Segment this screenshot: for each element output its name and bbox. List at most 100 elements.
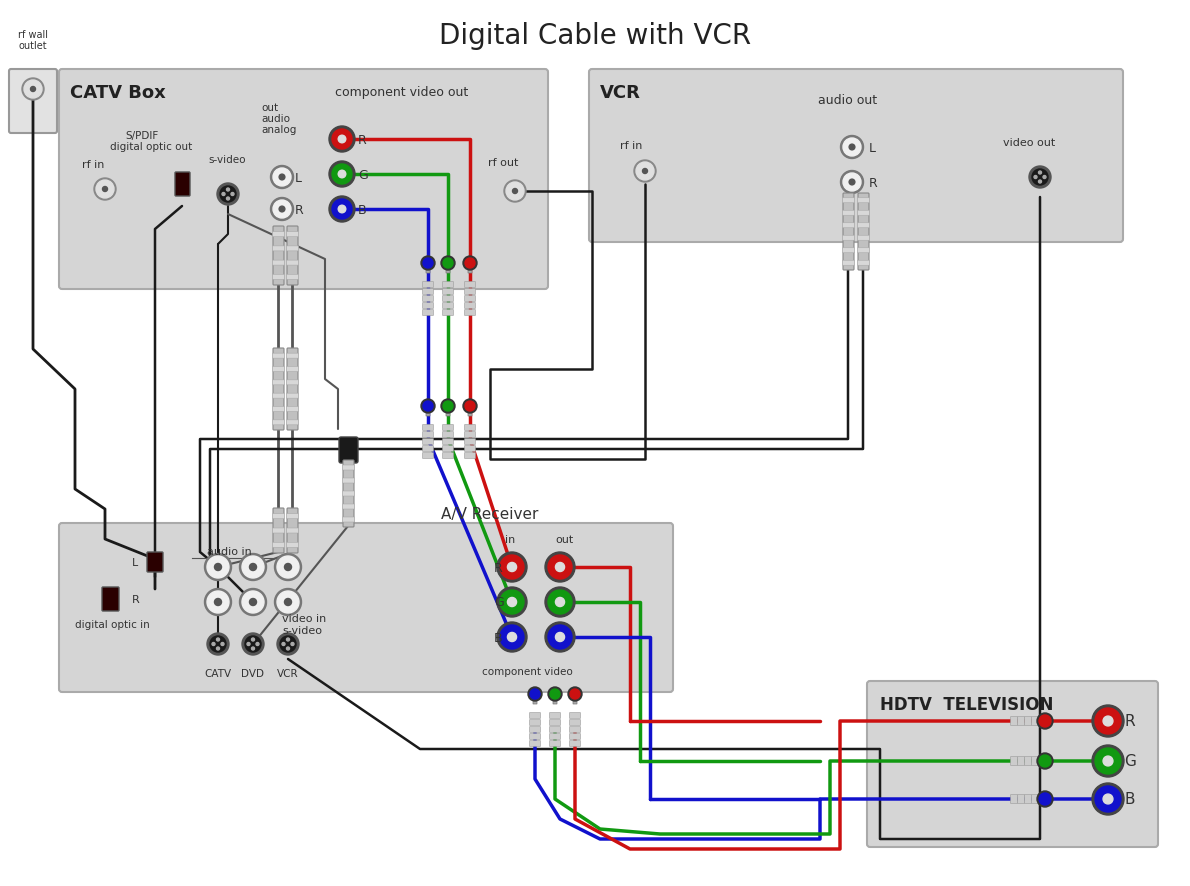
Circle shape [843, 139, 862, 157]
Circle shape [94, 179, 115, 201]
FancyBboxPatch shape [287, 348, 298, 431]
Circle shape [549, 590, 572, 614]
Text: component video out: component video out [336, 85, 468, 98]
Text: out: out [261, 103, 278, 113]
FancyBboxPatch shape [339, 438, 358, 463]
Circle shape [500, 590, 524, 614]
FancyBboxPatch shape [1010, 757, 1017, 766]
Text: video out: video out [1003, 138, 1056, 148]
Circle shape [275, 554, 301, 581]
Circle shape [284, 563, 292, 571]
FancyBboxPatch shape [464, 282, 476, 288]
Circle shape [1039, 755, 1051, 767]
Circle shape [273, 201, 292, 219]
FancyBboxPatch shape [287, 509, 298, 554]
Circle shape [24, 81, 42, 99]
FancyBboxPatch shape [570, 741, 581, 747]
FancyBboxPatch shape [273, 509, 284, 554]
FancyBboxPatch shape [1032, 757, 1039, 766]
Text: CATV Box: CATV Box [70, 84, 165, 102]
FancyBboxPatch shape [570, 712, 581, 719]
Circle shape [231, 193, 234, 197]
Text: R: R [494, 561, 502, 574]
FancyBboxPatch shape [550, 712, 560, 719]
FancyBboxPatch shape [60, 70, 549, 290]
Circle shape [528, 688, 541, 701]
Text: audio out: audio out [818, 93, 877, 106]
FancyBboxPatch shape [1010, 717, 1017, 726]
Text: CATV: CATV [205, 668, 232, 679]
Circle shape [422, 259, 433, 268]
FancyBboxPatch shape [464, 439, 476, 445]
FancyBboxPatch shape [464, 425, 476, 431]
FancyBboxPatch shape [843, 194, 854, 271]
FancyBboxPatch shape [443, 432, 453, 438]
Circle shape [280, 207, 284, 213]
FancyBboxPatch shape [464, 303, 476, 309]
FancyBboxPatch shape [422, 303, 433, 309]
Circle shape [506, 183, 524, 201]
FancyBboxPatch shape [533, 696, 537, 704]
FancyBboxPatch shape [858, 223, 870, 229]
Circle shape [1036, 791, 1053, 807]
Circle shape [1042, 176, 1046, 179]
Circle shape [270, 198, 294, 222]
Circle shape [1092, 705, 1125, 737]
FancyBboxPatch shape [60, 524, 674, 692]
FancyBboxPatch shape [273, 514, 284, 519]
Circle shape [635, 163, 654, 181]
Text: HDTV  TELEVISION: HDTV TELEVISION [879, 696, 1053, 713]
Circle shape [292, 642, 294, 646]
Circle shape [850, 180, 854, 186]
Circle shape [840, 171, 864, 194]
Circle shape [239, 554, 267, 581]
Circle shape [328, 162, 355, 188]
Circle shape [214, 599, 221, 606]
FancyBboxPatch shape [1032, 795, 1039, 804]
Circle shape [217, 638, 219, 641]
FancyBboxPatch shape [343, 461, 353, 527]
FancyBboxPatch shape [343, 465, 355, 470]
FancyBboxPatch shape [550, 719, 560, 726]
Circle shape [217, 648, 219, 650]
Circle shape [443, 401, 453, 411]
FancyBboxPatch shape [426, 408, 430, 416]
FancyBboxPatch shape [422, 453, 433, 459]
FancyBboxPatch shape [443, 446, 453, 452]
Circle shape [96, 181, 114, 198]
Circle shape [568, 688, 582, 701]
FancyBboxPatch shape [273, 246, 284, 252]
FancyBboxPatch shape [287, 246, 299, 252]
Circle shape [556, 633, 564, 641]
FancyBboxPatch shape [464, 310, 476, 316]
Text: L: L [295, 171, 302, 184]
Text: digital optic in: digital optic in [75, 619, 150, 629]
FancyBboxPatch shape [868, 681, 1158, 847]
FancyBboxPatch shape [10, 70, 57, 134]
Text: rf in: rf in [620, 141, 643, 151]
FancyBboxPatch shape [858, 198, 870, 204]
FancyBboxPatch shape [287, 227, 298, 285]
FancyBboxPatch shape [843, 236, 854, 241]
Circle shape [284, 599, 292, 606]
FancyBboxPatch shape [464, 453, 476, 459]
FancyBboxPatch shape [464, 296, 476, 302]
Circle shape [226, 189, 230, 191]
FancyBboxPatch shape [422, 425, 433, 431]
FancyBboxPatch shape [287, 380, 299, 385]
Circle shape [545, 552, 575, 582]
FancyBboxPatch shape [443, 303, 453, 309]
Circle shape [275, 589, 301, 616]
Circle shape [250, 599, 257, 606]
FancyBboxPatch shape [443, 453, 453, 459]
Text: R: R [1125, 714, 1134, 728]
FancyBboxPatch shape [589, 70, 1123, 243]
Circle shape [500, 556, 524, 579]
Circle shape [1103, 757, 1113, 766]
Circle shape [497, 552, 527, 582]
Text: R: R [358, 134, 367, 146]
Circle shape [251, 648, 255, 650]
FancyBboxPatch shape [843, 198, 854, 204]
Text: Digital Cable with VCR: Digital Cable with VCR [439, 22, 751, 50]
Circle shape [223, 193, 225, 197]
